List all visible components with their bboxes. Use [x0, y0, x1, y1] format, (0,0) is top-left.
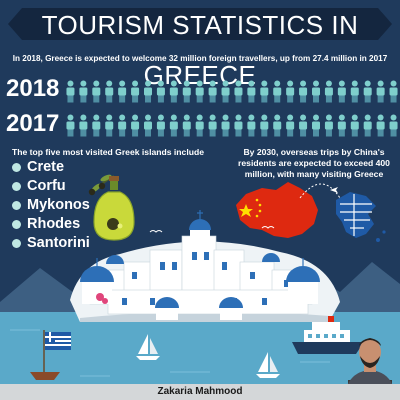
person-icon [299, 80, 308, 103]
person-icon [131, 80, 140, 103]
person-icon [144, 114, 152, 137]
person-icon [273, 80, 282, 103]
person-icon [182, 80, 191, 103]
person-icon [389, 80, 398, 103]
person-icon [79, 80, 88, 103]
bullet-icon [12, 201, 21, 210]
person-icon [221, 80, 230, 103]
intro-text: In 2018, Greece is expected to welcome 3… [12, 54, 388, 63]
island-name: Mykonos [27, 197, 90, 213]
person-icon [376, 114, 385, 137]
person-icon [337, 114, 346, 137]
person-icon [208, 80, 217, 103]
person-icon [363, 80, 372, 103]
island-name: Santorini [27, 235, 90, 251]
islands-heading: The top five most visited Greek islands … [12, 147, 204, 157]
person-icon [389, 114, 398, 137]
island-name: Corfu [27, 178, 66, 194]
person-icon [221, 114, 230, 137]
person-icon [260, 114, 269, 137]
bullet-icon [12, 239, 21, 248]
person-icon [208, 114, 217, 137]
travellers-row-2018 [66, 80, 398, 103]
year-label-2017: 2017 [6, 110, 60, 137]
island-item: Corfu [12, 177, 90, 196]
sailboat-icon [256, 352, 280, 378]
person-icon [234, 114, 243, 137]
greek-flag-icon [43, 330, 71, 376]
person-icon [131, 114, 140, 137]
year-label-2018: 2018 [6, 75, 60, 102]
person-icon [337, 80, 346, 103]
island-name: Crete [27, 159, 65, 175]
person-icon [92, 80, 101, 103]
author-name: Zakaria Mahmood [157, 386, 243, 397]
island-item: Mykonos [12, 196, 90, 215]
person-icon [105, 80, 114, 103]
person-icon [118, 114, 127, 137]
person-icon [273, 114, 282, 137]
bird-icon [149, 226, 275, 253]
footer-bar [0, 384, 400, 400]
island-name: Rhodes [27, 216, 81, 232]
island-item: Crete [12, 158, 90, 177]
airplane-icon [330, 187, 338, 193]
bullet-icon [12, 163, 21, 172]
olive-oil-bottle-icon [93, 176, 135, 241]
china-text: By 2030, overseas trips by China's resid… [238, 147, 390, 179]
person-icon [156, 80, 165, 103]
person-icon [324, 80, 333, 103]
sea-waves [10, 329, 330, 377]
bullet-icon [12, 220, 21, 229]
person-icon [350, 80, 359, 103]
person-icon [182, 114, 191, 137]
person-icon [286, 80, 295, 103]
person-icon [260, 80, 269, 103]
person-icon [79, 114, 88, 137]
person-icon [92, 114, 101, 137]
person-icon [376, 80, 385, 103]
china-map-icon [236, 182, 318, 238]
person-icon [105, 114, 114, 137]
bullet-icon [12, 182, 21, 191]
sailboat-icon [136, 334, 160, 360]
person-icon [66, 80, 75, 103]
title-banner [8, 8, 392, 40]
flower-icons [96, 293, 108, 304]
person-icon [299, 114, 308, 137]
person-icon [144, 80, 152, 103]
person-icon [247, 114, 256, 137]
greece-map-icon [336, 192, 386, 242]
rowboat-icon [30, 372, 60, 380]
island-item: Rhodes [12, 215, 90, 234]
person-icon [247, 80, 256, 103]
island-list: Crete Corfu Mykonos Rhodes Santorini [12, 158, 90, 253]
ferry-icon [292, 316, 364, 354]
person-icon [350, 114, 359, 137]
person-icon [312, 114, 320, 137]
island-item: Santorini [12, 234, 90, 253]
person-icon [169, 80, 178, 103]
flight-arc [299, 183, 341, 199]
travellers-row-2017 [66, 114, 398, 137]
person-icon [169, 114, 178, 137]
person-icon [195, 80, 204, 103]
person-icon [156, 114, 165, 137]
person-icon [66, 114, 75, 137]
person-icon [195, 114, 204, 137]
person-icon [363, 114, 372, 137]
person-icon [312, 80, 320, 103]
person-icon [324, 114, 333, 137]
person-icon [234, 80, 243, 103]
person-icon [286, 114, 295, 137]
person-icon [118, 80, 127, 103]
